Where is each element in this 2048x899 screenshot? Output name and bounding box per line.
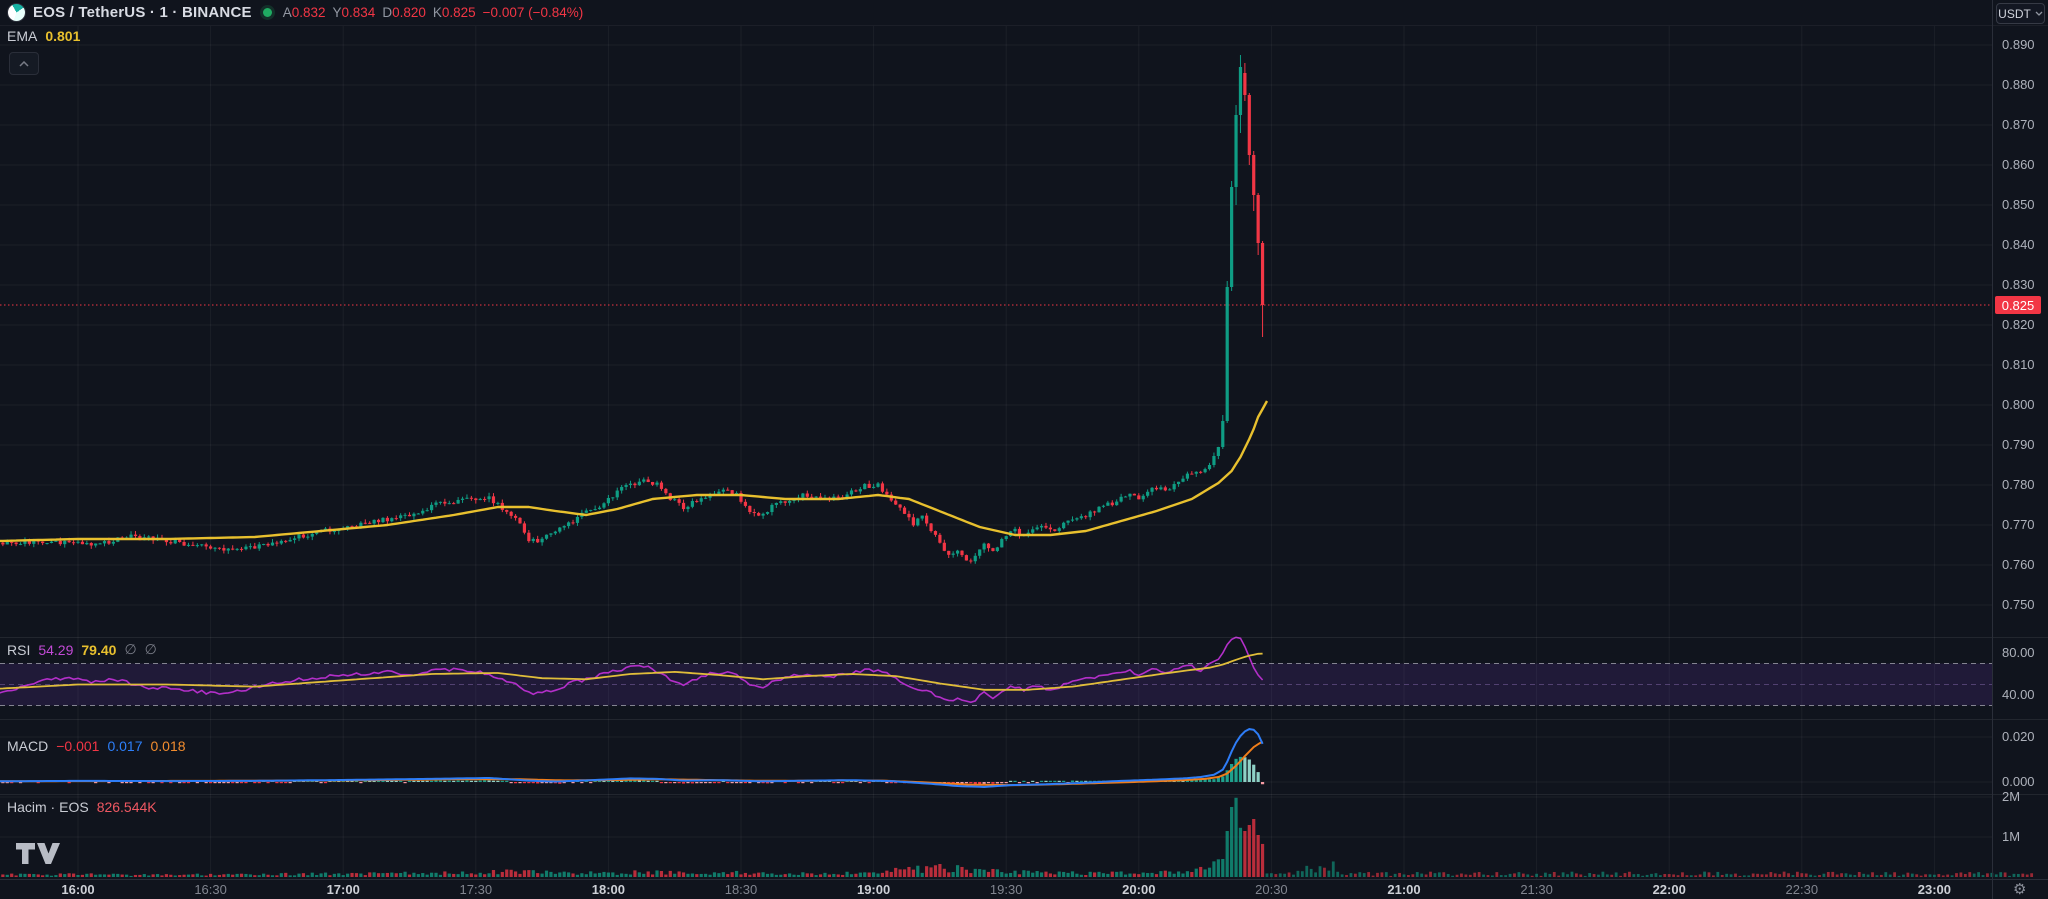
price-axis-separator: [1992, 0, 1993, 899]
time-tick: 17:00: [326, 882, 360, 897]
low-value: 0.820: [392, 5, 426, 20]
rsi-upper-band-value: ∅: [124, 641, 137, 657]
price-scale[interactable]: 0.890 0.880 0.870 0.860 0.850 0.840 0.830 0.820…: [1993, 0, 2048, 899]
macd-line-value: 0.017: [107, 738, 143, 754]
time-axis-separator: [0, 879, 2048, 880]
price-tick: 0.890: [2002, 37, 2035, 52]
ema-line: [0, 400, 1269, 543]
rsi-ma-value: 79.40: [81, 641, 117, 658]
macd-legend: MACD −0.001 0.017 0.018: [7, 738, 186, 754]
time-tick: 22:30: [1785, 882, 1819, 897]
time-tick: 20:30: [1255, 882, 1288, 897]
price-change: −0.007 (−0.84%): [482, 5, 584, 20]
rsi-line: [0, 636, 1264, 704]
rsi-ma-line: [0, 652, 1263, 691]
macd-hist-value: −0.001: [56, 738, 100, 754]
ohlc-high: Y0.834: [333, 5, 376, 20]
usdt-button[interactable]: USDT: [1996, 3, 2045, 24]
time-tick: 18:00: [591, 882, 626, 897]
ohlc-open: A0.832: [283, 5, 326, 20]
symbol-title[interactable]: EOS / TetherUS · 1 · BINANCE: [33, 4, 252, 21]
rsi-band: [0, 663, 1992, 706]
rsi-value: 54.29: [38, 641, 74, 658]
grid-lines: [0, 26, 1992, 879]
volume-tick: 1M: [2002, 829, 2021, 844]
time-tick: 19:30: [989, 882, 1023, 897]
time-scale[interactable]: ⚙ 16:00 16:30 17:00 17:30 18:00 18:30 19:00 19:…: [0, 880, 2048, 899]
rsi-tick: 40.00: [2002, 687, 2035, 702]
pane-separator-macd[interactable]: [0, 719, 2048, 720]
close-value: 0.825: [441, 5, 476, 20]
time-tick: 22:00: [1652, 882, 1686, 897]
open-label: A: [282, 5, 292, 20]
tv-logo[interactable]: [16, 843, 62, 865]
macd-signal-value: 0.018: [150, 738, 186, 754]
usdt-label: USDT: [1998, 6, 2031, 21]
symbol-logo-icon[interactable]: [7, 3, 26, 22]
volume-value: 826.544K: [96, 799, 157, 815]
time-tick: 16:30: [194, 882, 227, 897]
time-tick: 16:00: [61, 882, 95, 897]
pane-separator-rsi[interactable]: [0, 637, 2048, 638]
chevron-up-icon: [19, 60, 29, 67]
ohlc-low: D0.820: [382, 5, 426, 20]
price-tick: 0.810: [2002, 357, 2035, 372]
price-tick: 0.780: [2002, 477, 2035, 492]
price-tick: 0.860: [2002, 157, 2035, 172]
time-tick: 20:00: [1122, 882, 1156, 897]
collapse-legend-button[interactable]: [9, 52, 39, 75]
volume-minor-bars-extension: [1265, 861, 2034, 877]
price-tick: 0.760: [2002, 557, 2035, 572]
macd-line: [0, 728, 1264, 789]
ohlc-close: K0.825: [433, 5, 476, 20]
rsi-tick: 80.00: [2002, 645, 2035, 660]
macd-name[interactable]: MACD: [7, 738, 49, 754]
close-label: K: [432, 5, 442, 20]
chevron-down-icon: [2035, 11, 2043, 16]
time-tick: 19:00: [856, 882, 891, 897]
candlesticks: [0, 55, 1265, 564]
high-value: 0.834: [341, 5, 376, 20]
price-tick: 0.790: [2002, 437, 2035, 452]
ema-legend: EMA 0.801: [7, 28, 80, 44]
market-status-dot[interactable]: [262, 8, 272, 17]
time-tick: 17:30: [459, 882, 493, 897]
last-price-label: 0.825: [1995, 296, 2041, 314]
price-tick: 0.840: [2002, 237, 2035, 252]
volume-tick: 2M: [2002, 789, 2021, 804]
ema-name[interactable]: EMA: [7, 28, 38, 44]
rsi-lower-band-value: ∅: [144, 641, 157, 657]
time-tick: 23:00: [1917, 882, 1952, 897]
price-tick: 0.770: [2002, 517, 2035, 532]
pane-separator-volume[interactable]: [0, 794, 2048, 795]
volume-name[interactable]: Hacim · EOS: [7, 799, 89, 815]
price-tick: 0.750: [2002, 597, 2035, 612]
price-tick: 0.870: [2002, 117, 2035, 132]
ema-value: 0.801: [45, 28, 81, 44]
high-label: Y: [332, 5, 342, 20]
macd-tick: 0.000: [2002, 774, 2035, 789]
open-value: 0.832: [291, 5, 326, 20]
volume-legend: Hacim · EOS 826.544K: [7, 799, 157, 815]
header-separator: [0, 25, 2048, 26]
time-tick: 18:30: [724, 882, 758, 897]
price-tick: 0.800: [2002, 397, 2035, 412]
price-tick: 0.830: [2002, 277, 2035, 292]
timezone-gear-icon[interactable]: ⚙: [2013, 881, 2027, 898]
price-tick: 0.880: [2002, 77, 2035, 92]
low-label: D: [382, 5, 393, 20]
rsi-legend: RSI 54.29 79.40 ∅ ∅: [7, 641, 157, 658]
time-tick: 21:00: [1387, 882, 1421, 897]
macd-tick: 0.020: [2002, 729, 2035, 744]
volume-bars: [0, 797, 1265, 877]
header-legend: EOS / TetherUS · 1 · BINANCE A0.832 Y0.8…: [7, 3, 583, 22]
time-tick: 21:30: [1520, 882, 1553, 897]
price-tick: 0.820: [2002, 317, 2035, 332]
rsi-name[interactable]: RSI: [7, 641, 31, 658]
price-tick: 0.850: [2002, 197, 2035, 212]
